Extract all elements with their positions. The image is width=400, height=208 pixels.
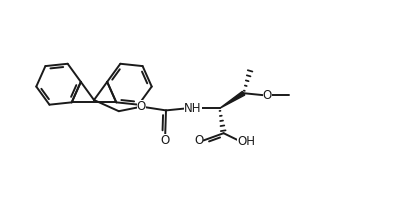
Text: OH: OH	[237, 135, 255, 148]
Text: O: O	[194, 134, 204, 147]
Text: O: O	[136, 100, 146, 113]
Text: O: O	[160, 134, 170, 147]
Polygon shape	[220, 91, 245, 108]
Text: NH: NH	[184, 102, 202, 115]
Text: O: O	[262, 89, 272, 102]
